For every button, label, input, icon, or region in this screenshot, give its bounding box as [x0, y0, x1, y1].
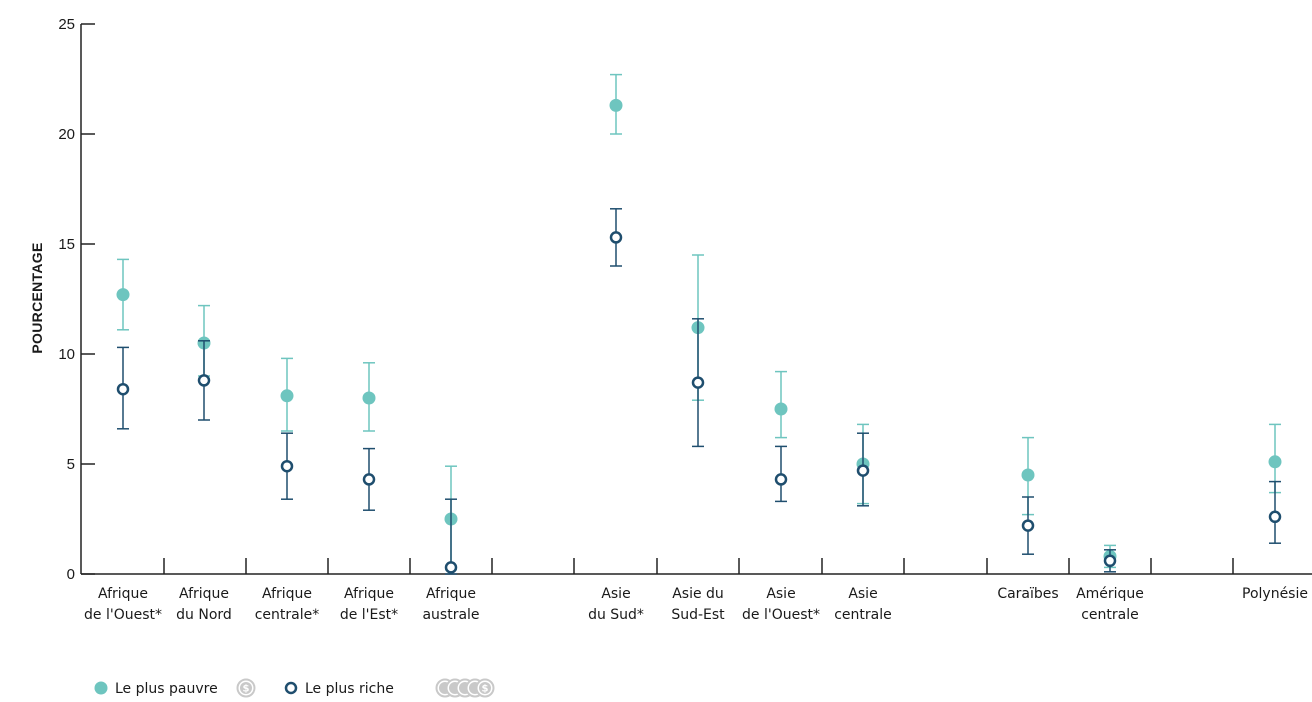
x-tick-label: Afrique centrale*	[255, 586, 320, 623]
data-point-richest	[1268, 510, 1282, 524]
x-tick-label-line: du Nord	[176, 607, 232, 623]
x-tick-label-line: Afrique	[426, 586, 476, 602]
legend-marker-richest	[284, 681, 298, 695]
data-point-richest	[197, 374, 211, 387]
x-tick-label-line: australe	[422, 607, 479, 623]
x-tick-label-line: Afrique	[262, 586, 312, 602]
data-point-richest	[1103, 554, 1117, 568]
data-point-poorest	[116, 288, 130, 302]
y-tick-label: 15	[58, 236, 75, 253]
x-tick-label: Afrique du Nord	[176, 586, 232, 623]
x-tick-label-line: centrale	[1081, 607, 1139, 623]
y-axis-label: POURCENTAGE	[29, 242, 45, 353]
x-tick-label-line: Afrique	[344, 586, 394, 602]
data-point-poorest	[1021, 468, 1035, 482]
x-tick-label-line: Asie du	[672, 586, 724, 602]
x-tick-label: Asie de l'Ouest*	[742, 586, 820, 623]
y-tick-label: 0	[67, 566, 75, 583]
x-tick-label: Afrique australe	[422, 586, 479, 623]
y-tick-label: 10	[58, 346, 75, 363]
x-tick-label-line: Afrique	[98, 586, 148, 602]
data-point-poorest	[1268, 455, 1282, 469]
x-tick-label-line: Sud-Est	[671, 607, 725, 623]
data-point-richest	[280, 459, 294, 473]
data-point-poorest	[609, 98, 623, 112]
legend-item-richest: Le plus riche $	[284, 678, 495, 698]
data-point-poorest	[774, 402, 788, 416]
data-point-poorest	[280, 389, 294, 403]
x-tick-label-line: Asie	[601, 586, 630, 602]
legend-label-poorest: Le plus pauvre	[115, 681, 218, 697]
data-point-richest	[362, 473, 376, 486]
legend: Le plus pauvre $ Le plus riche $	[94, 678, 495, 698]
data-point-richest	[1021, 519, 1035, 532]
x-tick-label: Afrique de l'Est*	[340, 586, 398, 623]
x-tick-label: Afrique de l'Ouest*	[84, 586, 162, 623]
data-point-richest	[609, 231, 623, 244]
legend-marker-poorest	[94, 681, 108, 695]
x-tick-label-line: de l'Est*	[340, 607, 398, 623]
single-coin-icon: $	[236, 678, 256, 698]
data-point-richest	[774, 473, 788, 486]
x-tick-label-line: du Sud*	[588, 607, 644, 623]
data-point-richest	[691, 376, 705, 389]
x-tick-label-line: Amérique	[1076, 586, 1144, 602]
x-tick-label: Amérique centrale	[1076, 586, 1144, 623]
x-tick-label-line: Asie	[848, 586, 877, 602]
x-tick-label-line: Asie	[766, 586, 795, 602]
legend-item-poorest: Le plus pauvre $	[94, 678, 256, 698]
x-tick-label-line: de l'Ouest*	[742, 607, 820, 623]
x-tick-label: Asie du Sud*	[588, 586, 644, 623]
x-tick-label-line: de l'Ouest*	[84, 607, 162, 623]
data-point-richest	[856, 464, 870, 477]
x-tick-label: Asie du Sud-Est	[671, 586, 725, 623]
coin-symbol: $	[243, 684, 250, 695]
x-tick-label-line: Polynésie	[1242, 586, 1308, 602]
x-tick-label-line: centrale	[834, 607, 892, 623]
axes: 0 5 10 15 20 25	[58, 16, 1312, 583]
coin-stack-icon: $	[435, 678, 495, 698]
coin-face	[479, 682, 491, 694]
x-tick-label: Polynésie	[1242, 586, 1308, 602]
y-tick-label: 20	[58, 126, 75, 143]
data-marks	[116, 73, 1282, 575]
coin-face	[240, 682, 252, 694]
x-tick-label: Caraïbes	[997, 586, 1058, 602]
y-tick-label: 25	[58, 16, 75, 33]
data-point-richest	[444, 561, 458, 574]
data-point-poorest	[362, 391, 376, 405]
x-tick-label-line: Caraïbes	[997, 586, 1058, 602]
legend-label-richest: Le plus riche	[305, 681, 394, 697]
y-tick-label: 5	[67, 456, 75, 473]
x-tick-label-line: Afrique	[179, 586, 229, 602]
x-tick-label: Asie centrale	[834, 586, 892, 623]
x-tick-label-line: centrale*	[255, 607, 320, 623]
series-richest	[116, 208, 1282, 575]
category-labels: Afrique de l'Ouest* Afrique du Nord Afrique c…	[84, 586, 1308, 623]
data-point-richest	[116, 382, 130, 396]
coin-symbol: $	[482, 684, 489, 695]
series-poorest	[116, 73, 1282, 571]
